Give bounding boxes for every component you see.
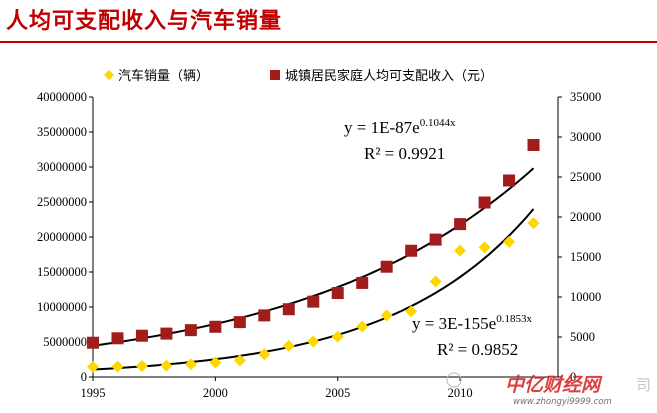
legend-diamond-marker xyxy=(104,70,114,80)
car-sales-point xyxy=(135,359,148,372)
car-sales-point xyxy=(233,354,246,367)
car-sales-point xyxy=(160,359,173,372)
sales-trend-r2: R² = 0.9852 xyxy=(437,340,518,359)
car-sales-point xyxy=(503,235,516,248)
car-sales-point xyxy=(454,244,467,257)
watermark-brand: 中亿财经网 xyxy=(505,374,603,396)
data-marks xyxy=(87,139,540,373)
car-sales-point xyxy=(111,360,124,373)
income-point xyxy=(478,196,491,209)
left-y-axis: 0 5000000 10000000 15000000 20000000 25000000… xyxy=(37,90,93,384)
car-sales-point xyxy=(356,320,369,333)
right-tick-label: 25000 xyxy=(570,170,601,184)
left-tick-label: 5000000 xyxy=(43,335,87,349)
left-tick-label: 30000000 xyxy=(37,160,87,174)
income-point xyxy=(454,218,467,231)
legend-income-label: 城镇居民家庭人均可支配收入（元） xyxy=(285,68,493,84)
x-tick-label: 2005 xyxy=(325,386,350,400)
right-tick-label: 30000 xyxy=(570,130,601,144)
car-sales-point xyxy=(87,360,99,373)
income-point xyxy=(233,316,246,329)
car-sales-point xyxy=(331,330,344,343)
watermark-url: www.zhongyi9999.com xyxy=(513,397,612,407)
left-tick-label: 10000000 xyxy=(37,300,87,314)
income-point xyxy=(135,329,148,342)
income-point xyxy=(429,233,442,246)
car-sales-point xyxy=(209,356,222,369)
car-sales-point xyxy=(307,335,320,348)
income-point xyxy=(527,139,540,151)
income-point xyxy=(356,276,369,289)
income-point xyxy=(282,303,295,316)
car-sales-point xyxy=(184,358,197,371)
car-sales-point xyxy=(429,275,442,288)
x-tick-label: 2000 xyxy=(203,386,228,400)
income-trend-r2: R² = 0.9921 xyxy=(364,144,445,163)
right-tick-label: 0 xyxy=(570,370,576,384)
legend: 汽车销量（辆） 城镇居民家庭人均可支配收入（元） xyxy=(104,68,493,84)
watermark-suffix: 司 xyxy=(636,376,651,394)
income-point xyxy=(380,260,393,273)
page-title: 人均可支配收入与汽车销量 xyxy=(6,8,283,34)
income-point xyxy=(307,295,320,308)
income-point xyxy=(405,244,418,257)
car-sales-point xyxy=(258,348,271,361)
right-tick-label: 20000 xyxy=(570,210,601,224)
right-tick-label: 35000 xyxy=(570,90,601,104)
left-tick-label: 40000000 xyxy=(37,90,87,104)
car-sales-point xyxy=(282,339,295,352)
income-point xyxy=(160,327,173,340)
car-sales-point xyxy=(380,309,393,322)
income-point xyxy=(184,324,197,337)
income-point xyxy=(209,320,222,333)
right-y-axis: 0 5000 10000 15000 20000 25000 30000 35000 xyxy=(558,90,601,384)
trend-equations: y = 1E-87e0.1044x R² = 0.9921 y = 3E-155… xyxy=(344,117,532,359)
income-point xyxy=(331,287,344,300)
x-axis: 1995 2000 2005 2010 xyxy=(81,377,473,400)
x-tick-label: 1995 xyxy=(81,386,106,400)
right-tick-label: 5000 xyxy=(570,330,595,344)
income-point xyxy=(258,309,271,322)
watermark-logo-icon xyxy=(446,372,462,388)
legend-square-marker xyxy=(270,70,280,80)
right-tick-label: 10000 xyxy=(570,290,601,304)
watermark: 中亿财经网 www.zhongyi9999.com 司 xyxy=(446,372,651,407)
x-tick-label: 2010 xyxy=(448,386,473,400)
car-sales-point xyxy=(405,305,418,318)
right-tick-label: 15000 xyxy=(570,250,601,264)
left-tick-label: 20000000 xyxy=(37,230,87,244)
left-tick-label: 0 xyxy=(81,370,87,384)
car-sales-point xyxy=(478,241,491,254)
income-point xyxy=(503,174,516,187)
legend-car-sales-label: 汽车销量（辆） xyxy=(118,68,209,84)
car-sales-point xyxy=(527,217,540,230)
income-point xyxy=(87,336,99,349)
income-trend-equation: y = 1E-87e0.1044x xyxy=(344,117,456,137)
title-divider xyxy=(0,41,657,43)
income-point xyxy=(111,332,124,345)
left-tick-label: 15000000 xyxy=(37,265,87,279)
left-tick-label: 35000000 xyxy=(37,125,87,139)
left-tick-label: 25000000 xyxy=(37,195,87,209)
sales-trend-equation: y = 3E-155e0.1853x xyxy=(412,313,532,333)
